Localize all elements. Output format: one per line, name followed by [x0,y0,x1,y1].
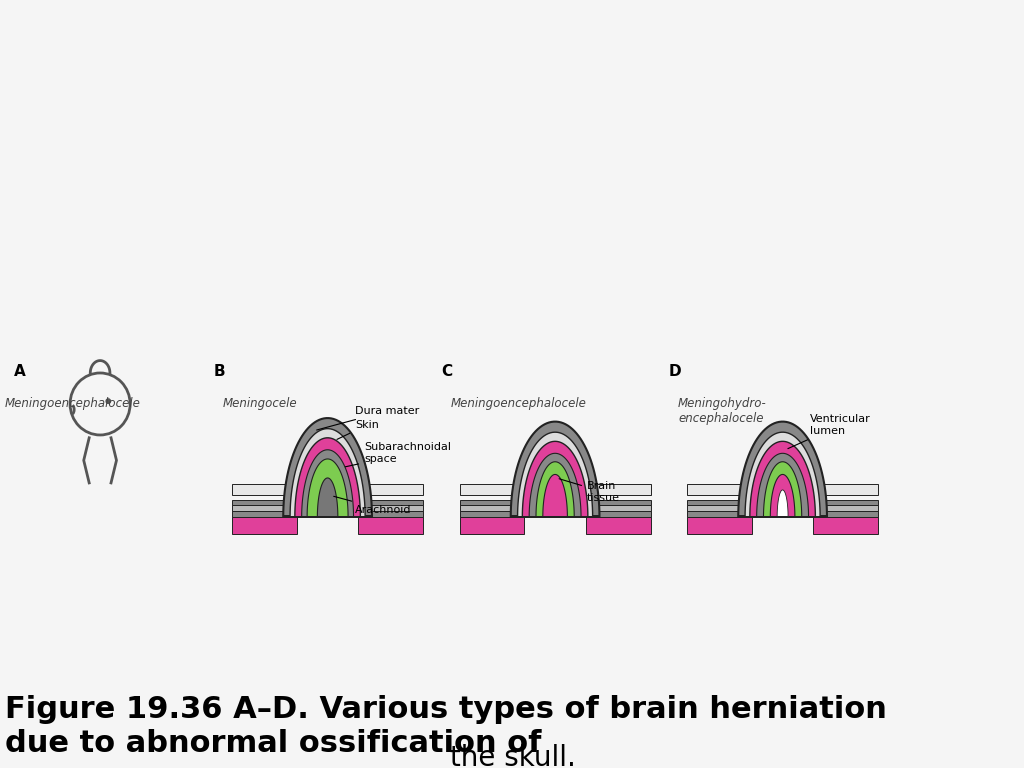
Bar [813,517,879,534]
Polygon shape [745,432,820,517]
Bar [586,517,650,534]
Text: Meningohydro-
encephalocele: Meningohydro- encephalocele [678,397,767,425]
Bar [586,500,650,505]
Polygon shape [529,453,581,517]
Polygon shape [777,490,788,517]
Text: Subarachnoidal
space: Subarachnoidal space [345,442,451,467]
Polygon shape [750,442,815,517]
Polygon shape [511,422,599,517]
Bar [687,505,752,511]
Bar [358,500,423,505]
Polygon shape [307,459,348,517]
Bar [232,500,297,505]
Polygon shape [290,429,366,517]
Text: the skull.: the skull. [441,744,577,768]
Bar [460,500,524,505]
Bar [813,505,879,511]
Bar [813,485,879,495]
Polygon shape [738,422,827,517]
Bar [460,505,524,511]
Bar [813,511,879,517]
Text: B: B [214,363,225,379]
Bar [358,511,423,517]
Bar [687,517,752,534]
Polygon shape [317,478,338,517]
Text: Figure 19.36 A–D. Various types of brain herniation
due to abnormal ossification: Figure 19.36 A–D. Various types of brain… [4,695,887,758]
Polygon shape [757,453,809,517]
Bar [460,485,524,495]
Polygon shape [517,432,593,517]
Text: Brain
tissue: Brain tissue [559,478,620,503]
Bar [687,500,752,505]
Polygon shape [770,475,795,517]
Polygon shape [302,450,353,517]
Text: Meningoencephalocele: Meningoencephalocele [4,397,140,410]
Text: A: A [13,363,26,379]
Text: Arachnoid: Arachnoid [334,496,412,515]
Bar [358,517,423,534]
Text: D: D [669,363,682,379]
Polygon shape [764,462,802,517]
Bar [687,511,752,517]
Text: Meningoencephalocele: Meningoencephalocele [451,397,587,410]
Text: Dura mater: Dura mater [316,406,419,430]
Bar [586,511,650,517]
Bar [460,517,524,534]
Text: Meningocele: Meningocele [223,397,298,410]
Polygon shape [536,462,574,517]
Bar [586,485,650,495]
Polygon shape [295,438,360,517]
Bar [586,505,650,511]
Polygon shape [284,418,372,517]
Bar [232,485,297,495]
Polygon shape [522,442,588,517]
Bar [232,517,297,534]
Circle shape [106,399,111,403]
Text: C: C [441,363,453,379]
Text: Skin: Skin [337,420,379,439]
Bar [232,505,297,511]
Text: Ventricular
lumen: Ventricular lumen [787,414,870,449]
Bar [232,511,297,517]
Bar [687,485,752,495]
Bar [813,500,879,505]
Bar [358,505,423,511]
Polygon shape [543,475,567,517]
Bar [460,511,524,517]
Bar [358,485,423,495]
